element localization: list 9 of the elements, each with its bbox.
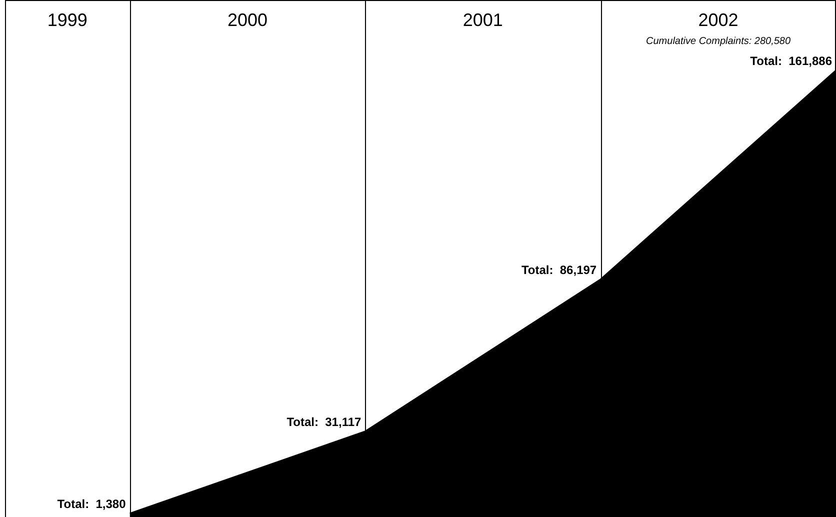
data-label: Total: 161,886 xyxy=(750,54,832,68)
text: 2001 xyxy=(462,10,503,30)
text: 1999 xyxy=(47,10,88,30)
data-label: Total: 1,380 xyxy=(57,497,126,512)
data-label: Total: 86,197 xyxy=(521,262,597,277)
data-label: Total: 31,117 xyxy=(286,415,362,430)
text: 2000 xyxy=(227,10,268,30)
text: Cumulative Complaints: 280,580 xyxy=(646,36,791,47)
text: 2002 xyxy=(698,10,738,30)
